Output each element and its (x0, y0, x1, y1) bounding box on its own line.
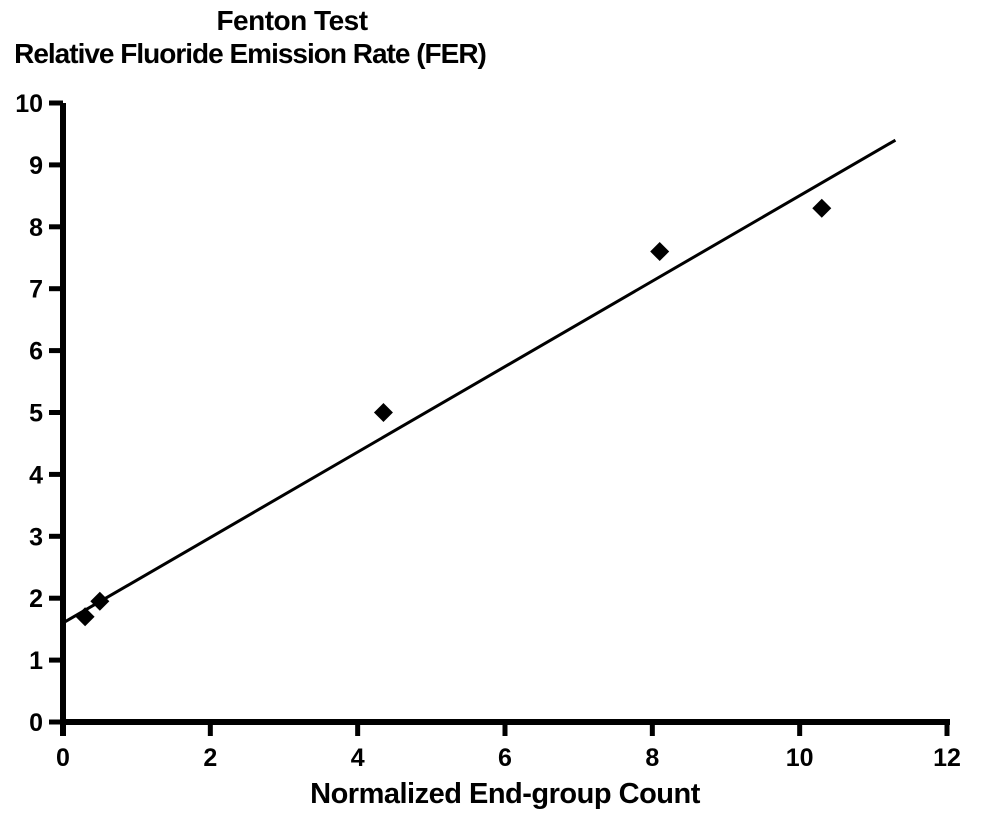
data-point-marker (90, 591, 110, 611)
y-tick-label: 6 (29, 338, 43, 366)
axis-ticks (49, 100, 950, 736)
trend-line (62, 138, 897, 625)
y-tick-label: 10 (15, 90, 43, 118)
y-tick-label: 3 (29, 523, 43, 551)
data-point-marker (812, 198, 832, 218)
x-tick-label: 10 (786, 744, 814, 772)
y-tick-label: 2 (29, 585, 43, 613)
x-tick-label: 8 (645, 744, 659, 772)
chart-subtitle: Relative Fluoride Emission Rate (FER) (14, 38, 487, 69)
axes (60, 103, 950, 736)
x-axis-title: Normalized End-group Count (310, 778, 700, 810)
x-tick-label: 0 (56, 744, 70, 772)
y-tick-label: 8 (29, 214, 43, 242)
x-tick-label: 12 (933, 744, 961, 772)
y-tick-label: 4 (29, 461, 43, 489)
trendline (62, 138, 897, 625)
data-point-marker (650, 242, 670, 262)
y-tick-label: 1 (29, 647, 43, 675)
y-tick-label: 5 (29, 400, 43, 428)
chart-title: Fenton Test (216, 5, 368, 36)
data-point-marker (373, 403, 393, 422)
data-points (75, 198, 832, 627)
y-tick-label: 9 (29, 152, 43, 180)
x-tick-label: 2 (203, 744, 217, 772)
data-point-marker (75, 607, 95, 627)
y-tick-label: 7 (29, 276, 43, 304)
x-tick-label: 4 (351, 744, 365, 772)
y-tick-label: 0 (29, 709, 43, 737)
x-tick-label: 6 (498, 744, 512, 772)
